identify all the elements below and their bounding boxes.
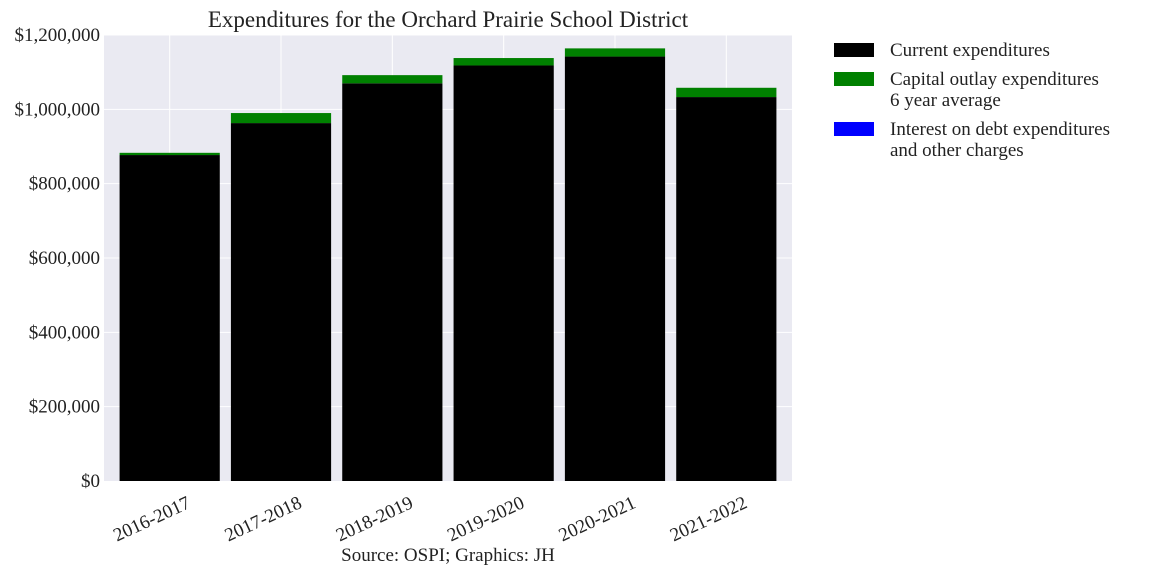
bar-segment (453, 58, 554, 66)
legend-label: Current expenditures (890, 40, 1050, 61)
x-tick-label: 2018-2019 (333, 492, 416, 546)
y-tick-label: $400,000 (29, 322, 100, 343)
bar-segment (564, 48, 666, 57)
chart-title: Expenditures for the Orchard Prairie Sch… (208, 7, 689, 32)
x-tick-label: 2017-2018 (222, 492, 305, 546)
legend-swatch (834, 122, 874, 136)
bar-segment (453, 65, 554, 481)
bar-segment (230, 123, 332, 482)
legend-item: Interest on debt expenditures and other … (834, 119, 1110, 161)
bar-segment (119, 155, 220, 481)
chart-legend: Current expenditures Capital outlay expen… (834, 40, 1110, 169)
bar-segment (342, 83, 443, 482)
bar-segment (230, 113, 332, 124)
x-tick-label: 2016-2017 (110, 492, 193, 546)
x-axis-ticks: 2016-2017 2017-2018 2018-2019 2019-2020 2020… (110, 492, 750, 546)
y-tick-label: $0 (81, 471, 100, 492)
legend-swatch (834, 72, 874, 86)
bars (119, 48, 777, 482)
y-tick-label: $200,000 (29, 397, 100, 418)
legend-item: Current expenditures (834, 40, 1110, 61)
x-tick-label: 2020-2021 (556, 492, 639, 546)
y-tick-label: $800,000 (29, 174, 100, 195)
bar-segment (564, 56, 666, 481)
legend-label: Interest on debt expenditures and other … (890, 119, 1111, 161)
bar-segment (119, 152, 220, 156)
legend-label: Capital outlay expenditures 6 year avera… (890, 69, 1099, 111)
x-axis-source-label: Source: OSPI; Graphics: JH (341, 545, 555, 566)
y-axis-ticks: $0 $200,000 $400,000 $600,000 $800,000 $1,000… (15, 25, 101, 492)
bar-segment (676, 87, 777, 98)
legend-item: Capital outlay expenditures 6 year avera… (834, 69, 1110, 111)
x-tick-label: 2019-2020 (444, 492, 527, 546)
y-tick-label: $1,200,000 (15, 25, 101, 46)
legend-swatch (834, 43, 874, 57)
y-tick-label: $600,000 (29, 248, 100, 269)
bar-segment (342, 75, 443, 84)
bar-segment (676, 97, 777, 482)
x-tick-label: 2021-2022 (667, 492, 750, 546)
y-tick-label: $1,000,000 (15, 99, 101, 120)
